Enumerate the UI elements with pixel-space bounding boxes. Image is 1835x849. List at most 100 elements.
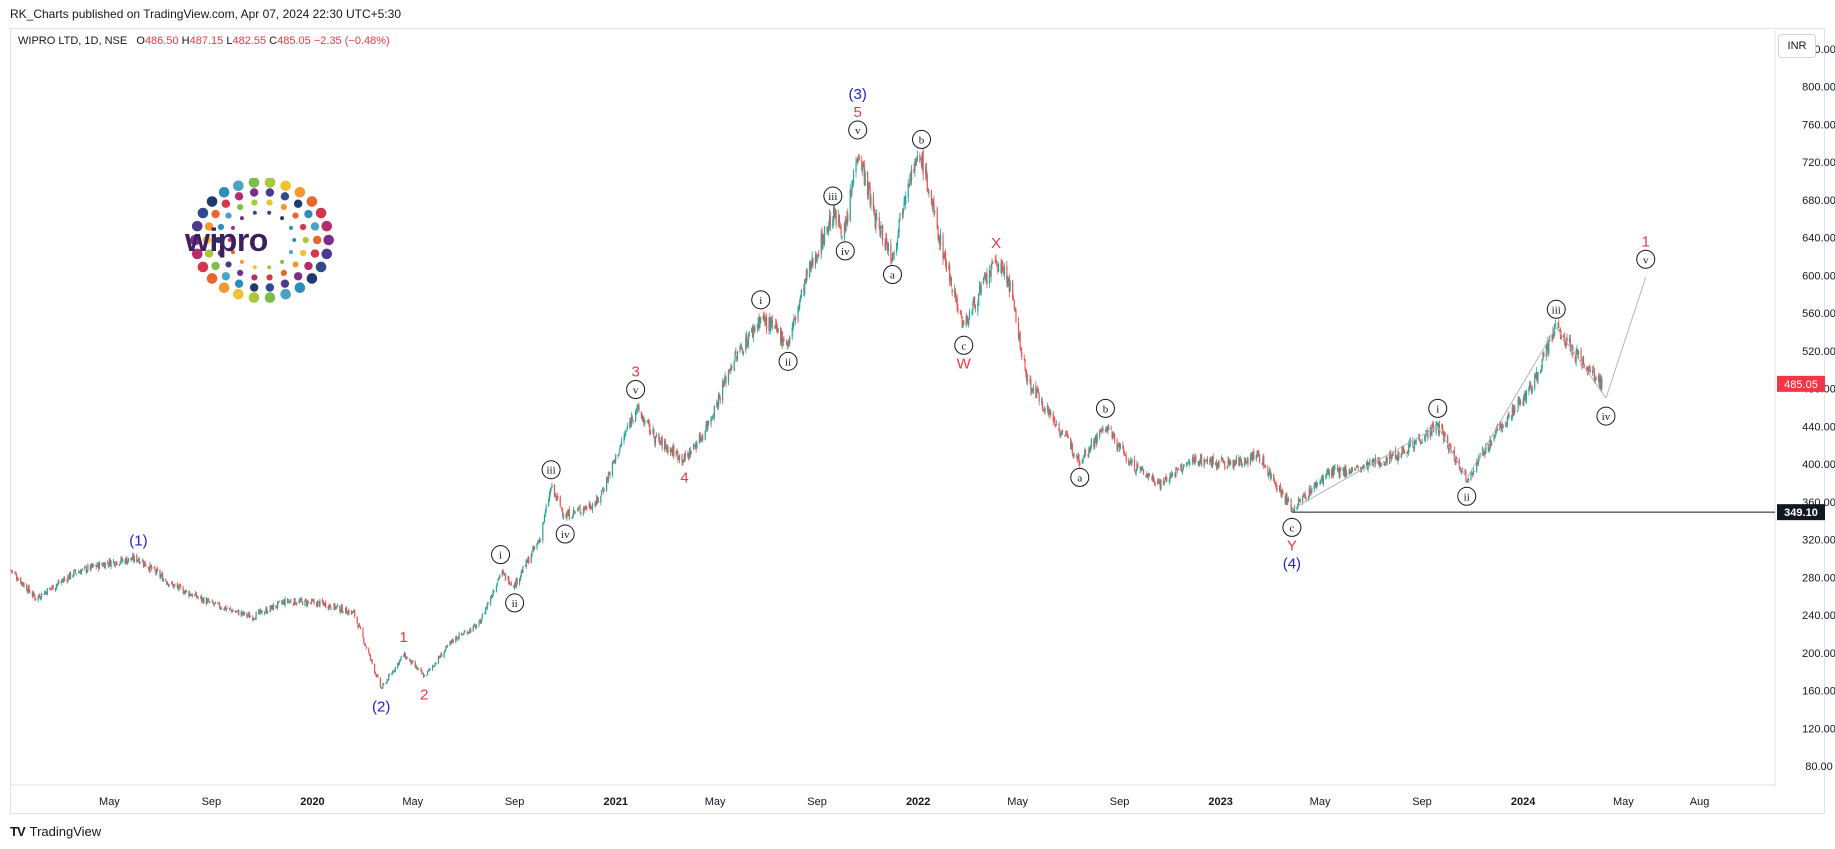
candle-body (1089, 447, 1091, 452)
wave-label: iv (561, 529, 570, 541)
x-tick-label: May (99, 796, 120, 808)
logo-dot (313, 235, 322, 245)
candle-body (1018, 333, 1020, 338)
candle-body (684, 453, 686, 459)
candle-body (150, 565, 152, 567)
candle-body (658, 433, 660, 440)
candle-body (1582, 357, 1584, 366)
y-tick-label: 80.00 (1805, 761, 1833, 773)
candle-body (925, 166, 927, 174)
candle-body (457, 638, 459, 640)
candle-body (1476, 462, 1479, 465)
candle-body (556, 496, 558, 498)
candle-body (203, 597, 205, 604)
candle-body (1423, 437, 1426, 439)
candle-body (817, 254, 819, 257)
candle-body (1342, 467, 1344, 472)
candle-body (538, 541, 540, 543)
candle-body (746, 343, 749, 346)
wave-label-circle (954, 335, 974, 355)
candle-body (486, 603, 488, 609)
candle-body (276, 606, 278, 608)
candle-body (1130, 460, 1132, 465)
candle-body (147, 566, 149, 569)
logo-dot (306, 273, 318, 284)
candle-body (136, 555, 138, 562)
candle-body (487, 603, 489, 605)
candle-body (1336, 467, 1339, 471)
candle-body (814, 255, 817, 266)
candle-body (458, 633, 460, 639)
candle-body (1441, 423, 1443, 429)
candle-body (1007, 280, 1009, 286)
y-tick-label: 400.00 (1802, 459, 1835, 471)
candle-body (771, 319, 773, 326)
candle-body (51, 585, 53, 588)
candle-body (620, 444, 622, 447)
candle-body (533, 547, 535, 550)
candle-body (21, 581, 23, 585)
candle-body (670, 448, 672, 451)
candle-body (704, 431, 706, 440)
candle-body (1235, 457, 1237, 465)
candle-body (548, 493, 551, 501)
logo-dot (217, 249, 225, 257)
candle-body (655, 434, 657, 438)
candle-body (235, 611, 237, 613)
y-tick-label: 160.00 (1802, 686, 1835, 698)
candle-body (86, 570, 88, 573)
candle-body (804, 279, 806, 295)
candle-body (1084, 450, 1086, 455)
candle-body (1529, 383, 1532, 389)
candle-body (823, 226, 826, 244)
candle-body (67, 575, 69, 582)
candle-body (725, 375, 727, 384)
candle-body (96, 566, 98, 568)
candle-body (939, 236, 941, 245)
candle-body (595, 504, 597, 506)
candle-body (504, 574, 506, 575)
candle-body (624, 434, 626, 438)
candle-body (574, 511, 576, 513)
candle-body (478, 621, 480, 626)
candle-body (852, 173, 855, 183)
candle-body (344, 607, 347, 613)
candle-body (1113, 433, 1115, 436)
footer-brand[interactable]: TV TradingView (10, 824, 101, 839)
candle-body (509, 583, 511, 585)
candle-body (1046, 405, 1049, 409)
candle-body (538, 539, 541, 543)
candle-body (777, 328, 779, 332)
candle-body (560, 506, 562, 508)
y-tick-label: 440.00 (1802, 421, 1835, 433)
candle-body (388, 675, 390, 681)
candle-body (754, 327, 756, 330)
candle-body (687, 452, 689, 457)
candle-body (1035, 385, 1037, 398)
candle-body (857, 157, 859, 161)
legend-high: 487.15 (189, 35, 224, 47)
candle-body (1537, 372, 1539, 381)
candle-body (669, 447, 672, 453)
candle-body (318, 601, 320, 607)
candle-body (823, 233, 825, 244)
candle-body (710, 419, 712, 425)
candle-body (1261, 462, 1263, 463)
candle-body (747, 337, 749, 346)
legend-close-label: C (269, 35, 278, 47)
candle-body (1008, 276, 1010, 293)
candle-body (874, 216, 876, 228)
candle-body (85, 566, 87, 573)
support-level-label: 349.10 (1784, 507, 1818, 519)
logo-dot (294, 186, 306, 198)
wave-label: (2) (372, 699, 390, 716)
candle-body (272, 604, 275, 611)
symbol-legend[interactable]: WIPRO LTD, 1D, NSE O486.50 H487.15 L482.… (18, 35, 390, 47)
candle-body (688, 454, 690, 458)
currency-button[interactable]: INR (1778, 34, 1816, 58)
wave-label: Y (1287, 537, 1297, 554)
candle-body (386, 679, 388, 684)
candle-body (456, 638, 459, 640)
candle-body (884, 242, 886, 249)
